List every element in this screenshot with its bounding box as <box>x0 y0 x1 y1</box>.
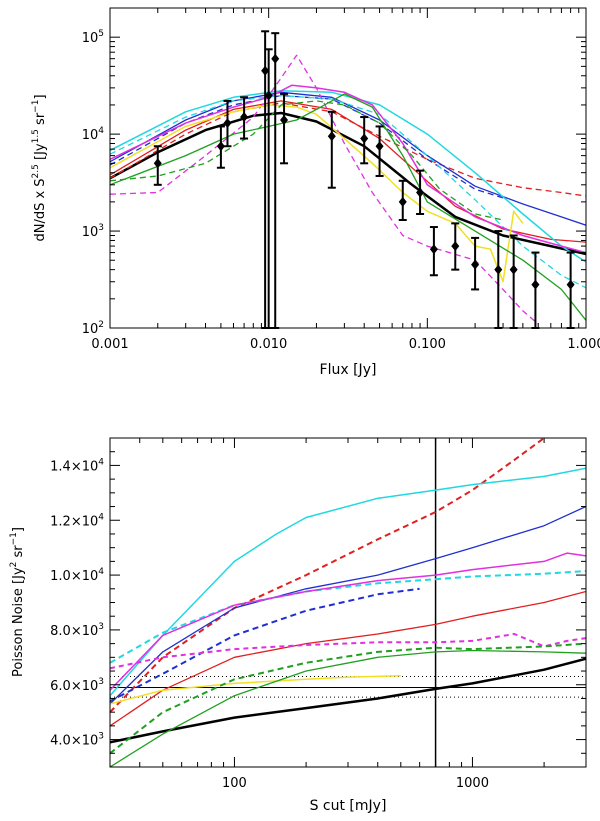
series-magenta-solid <box>110 552 586 691</box>
data-point <box>429 226 438 277</box>
y-axis-label: dN/dS x S2.5 [Jy1.5 sr−1] <box>31 94 48 241</box>
series-cyan-solid <box>110 467 586 697</box>
data-point <box>471 236 480 291</box>
diamond-marker <box>327 131 336 142</box>
data-point <box>240 96 249 140</box>
series-cyan-solid <box>110 90 586 263</box>
x-axis-label: Flux [Jy] <box>320 362 377 378</box>
series-cyan-dashed <box>110 570 586 664</box>
x-tick-label: 0.001 <box>91 337 128 352</box>
y-tick-label: 1.0×104 <box>50 567 104 584</box>
series-green-dashed <box>110 100 504 221</box>
diamond-marker <box>153 158 162 169</box>
y-tick-label: 8.0×103 <box>50 622 104 639</box>
diamond-marker <box>216 141 225 152</box>
y-tick-label: 103 <box>82 223 104 240</box>
y-tick-label: 102 <box>82 320 104 337</box>
data-point <box>494 230 503 329</box>
y-tick-label: 6.0×103 <box>50 677 104 694</box>
series-green-solid <box>110 649 586 767</box>
data-point <box>280 92 289 165</box>
diamond-marker <box>566 279 575 290</box>
flux-count-panel: 0.001 0.010 0.100 1.000 102 103 104 105 Flux [… <box>31 7 600 378</box>
data-point <box>509 234 518 329</box>
series-yellow-solid <box>110 674 401 705</box>
x-tick-label: 0.100 <box>409 337 446 352</box>
poisson-noise-panel: 100 1000 4.0×103 6.0×103 8.0×103 1.0×104 1.2×… <box>9 437 587 814</box>
y-tick-label: 1.4×104 <box>50 457 104 474</box>
series-group <box>110 438 586 767</box>
diamond-marker <box>240 112 249 123</box>
x-axis-label: S cut [mJy] <box>310 798 387 814</box>
x-tick-label: 0.010 <box>250 337 287 352</box>
y-tick-label: 4.0×103 <box>50 732 104 749</box>
diamond-marker <box>375 141 384 152</box>
diamond-marker <box>280 114 289 125</box>
diamond-marker <box>509 264 518 275</box>
data-point <box>216 125 225 169</box>
data-point <box>531 251 540 329</box>
diamond-marker <box>416 187 425 198</box>
x-tick-label: 100 <box>222 776 247 791</box>
data-point <box>451 222 460 271</box>
diamond-marker <box>223 118 232 129</box>
x-axis-ticks: 0.001 0.010 0.100 1.000 <box>91 8 600 352</box>
x-axis-ticks: 100 1000 <box>109 438 587 791</box>
series-magenta-dashed <box>110 633 586 670</box>
data-point <box>566 251 575 329</box>
data-point <box>398 179 407 222</box>
diamond-marker <box>261 65 270 76</box>
data-point <box>375 125 384 177</box>
series-black-model <box>110 657 586 744</box>
y-tick-label: 1.2×104 <box>50 512 104 529</box>
diamond-marker <box>451 241 460 252</box>
plot-frame <box>109 437 587 768</box>
data-point <box>360 116 369 165</box>
series-green-solid <box>110 93 586 321</box>
series-black-model <box>110 111 586 256</box>
x-tick-label: 1000 <box>456 776 489 791</box>
series-group <box>110 54 586 325</box>
plot-frame <box>109 7 587 329</box>
data-point <box>271 32 280 329</box>
diamond-marker <box>429 244 438 255</box>
series-red-solid <box>110 590 586 727</box>
y-axis-label: Poisson Noise [Jy2 sr−1] <box>9 527 26 677</box>
series-red-dashed <box>110 438 545 713</box>
diamond-marker <box>264 90 273 101</box>
data-point <box>327 110 336 189</box>
data-point <box>416 169 425 215</box>
y-tick-label: 105 <box>82 29 104 46</box>
series-blue-solid <box>110 505 586 705</box>
diamond-marker <box>398 196 407 207</box>
y-axis-ticks: 4.0×103 6.0×103 8.0×103 1.0×104 1.2×104 1.4×1… <box>50 437 586 768</box>
series-magenta-solid <box>110 84 586 254</box>
series-yellow-solid <box>110 104 524 283</box>
data-point <box>223 99 232 148</box>
data-point <box>153 145 162 186</box>
y-tick-label: 104 <box>82 126 105 143</box>
diamond-marker <box>360 133 369 144</box>
diamond-marker <box>271 53 280 64</box>
data-points-group <box>153 30 575 329</box>
series-blue-dashed <box>110 587 420 703</box>
series-green-dashed <box>110 642 586 755</box>
diamond-marker <box>471 259 480 270</box>
x-tick-label: 1.000 <box>567 337 600 352</box>
diamond-marker <box>531 279 540 290</box>
guide-lines <box>110 438 586 767</box>
series-blue-solid <box>110 91 586 226</box>
diamond-marker <box>494 264 503 275</box>
series-magenta-dashed <box>110 54 539 325</box>
